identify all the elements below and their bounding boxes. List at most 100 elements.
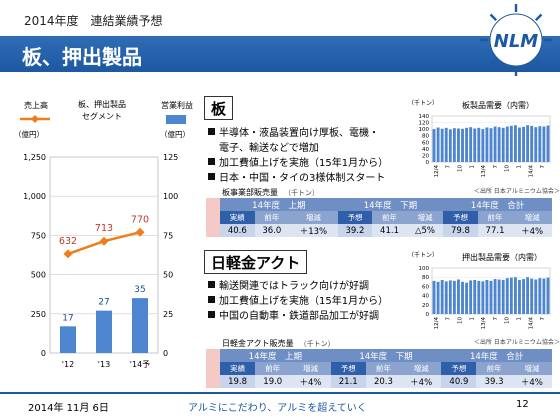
demand-bar (493, 126, 497, 162)
nlm-logo: NLM (480, 4, 552, 76)
title-bar: 板、押出製品 (0, 36, 560, 72)
demand-bar (457, 279, 460, 314)
demand-bar (534, 127, 538, 162)
table-subheader: 前年 (477, 211, 513, 224)
demand-bar (522, 126, 525, 162)
demand-bar (436, 127, 440, 162)
extrusion-sales-table: 14年度 上期 14年度 下期 14年度 合計 実績 前年 増減 予想 前年 増減 予想 前年 増減 1… (206, 349, 552, 388)
legend-sales-label: 売上高 (24, 100, 48, 110)
table-corner-cell (206, 349, 220, 375)
demand-bar (526, 125, 530, 162)
table-cell: 36.0 (254, 224, 290, 237)
table-cell: 19.0 (255, 375, 291, 388)
bullet-square-icon (208, 158, 215, 165)
segment-chart: 売上高 板、押出製品 セグメント 営業利益 （億円） （億円） 02505007… (14, 99, 193, 369)
demand-bar (465, 127, 469, 162)
demand-bar (465, 282, 469, 314)
demand-bar (493, 279, 497, 314)
footer-date: 2014年 11月 6日 (28, 403, 109, 414)
demand-y-tick: 40 (422, 147, 429, 153)
demand-bar (485, 127, 489, 162)
demand-bar (489, 128, 493, 162)
extrusion-bullets: 輸送関連ではトラック向けが好調 加工費値上げを実施（15年1月から） 中国の自動… (208, 279, 388, 324)
demand-y-tick: 0 (426, 160, 430, 166)
demand-bar (513, 277, 517, 314)
sales-marker (99, 236, 109, 246)
table-subheader: 増減 (512, 211, 552, 224)
table-cell: 40.6 (220, 224, 255, 237)
table-group-header: 14年度 下期 (337, 198, 444, 211)
left-tick-label: 250 (31, 310, 46, 319)
right-tick-label: 50 (163, 271, 173, 280)
demand-x-tick: 10 (505, 317, 511, 324)
table-cell: 79.8 (443, 224, 478, 237)
table-subheader: 予想 (330, 362, 366, 375)
table-subheader: 前年 (476, 362, 512, 375)
table-cell: 41.1 (372, 224, 407, 237)
legend-segment-line2: セグメント (82, 111, 122, 121)
demand-x-tick: 1 (517, 317, 523, 321)
table-cell: ＋4% (512, 224, 552, 237)
demand-bar (546, 277, 550, 314)
demand-y-tick: 100 (419, 127, 430, 133)
demand-bar (522, 279, 525, 314)
table-group-header: 14年度 下期 (330, 349, 442, 362)
right-tick-label: 25 (163, 310, 173, 319)
right-tick-label: 75 (163, 231, 173, 240)
demand-bar (440, 279, 444, 314)
sheet-table-caption: 板事業部販売量 （千トン） (222, 188, 319, 197)
table-subheader: 増減 (290, 362, 331, 375)
demand-x-tick: 7 (446, 165, 452, 169)
segment-chart-panel: 売上高 板、押出製品 セグメント 営業利益 （億円） （億円） 0 250 500 7… (8, 95, 198, 385)
demand-x-tick: 14/4 (528, 165, 534, 178)
demand-x-tick: 13/4 (481, 165, 487, 178)
demand-bar (546, 125, 550, 162)
table-cell: ＋4% (401, 375, 442, 388)
footer-slogan: アルミにこだわり、アルミを超えていく (188, 403, 367, 414)
sales-data-label: 713 (95, 223, 113, 234)
demand-bar (469, 127, 473, 162)
page-title: 板、押出製品 (22, 45, 142, 69)
demand-bar (530, 125, 534, 162)
logo-text: NLM (494, 31, 539, 52)
table-corner-cell (206, 198, 220, 224)
demand-bar (436, 281, 440, 314)
demand-bar (481, 129, 485, 162)
sales-data-label: 770 (131, 214, 149, 225)
bullet-square-icon (208, 128, 215, 135)
demand-bar (485, 279, 489, 314)
table-subheader: 前年 (255, 362, 291, 375)
table-corner-cell (206, 375, 220, 388)
left-tick-label: 1,000 (23, 192, 46, 201)
table-group-header: 14年度 上期 (220, 349, 331, 362)
demand-bar (489, 280, 493, 314)
demand-bar (501, 279, 505, 314)
legend-segment-line1: 板、押出製品 (78, 99, 126, 109)
demand-bar (432, 280, 436, 314)
demand-bar (452, 128, 456, 162)
left-tick-label: 500 (31, 271, 46, 280)
demand-x-tick: 7 (493, 317, 499, 321)
table-group-header: 14年度 上期 (220, 198, 338, 211)
demand-bar (534, 279, 538, 314)
demand-bar (505, 126, 509, 162)
demand-x-tick: 10 (505, 165, 511, 172)
demand-bar (538, 126, 542, 162)
right-tick-label: 100 (163, 192, 178, 201)
demand-x-tick: 13/4 (481, 317, 487, 330)
table-group-header: 14年度 合計 (443, 198, 552, 211)
demand-y-tick: 80 (422, 134, 429, 140)
demand-bar (518, 127, 521, 162)
sheet-source-note: ＜出所 日本アルミニウム協会＞ (474, 188, 560, 195)
demand-bar (448, 280, 452, 314)
page-number: 12 (516, 399, 529, 410)
profit-bar (96, 310, 112, 353)
extrusion-demand-chart: （千トン） 押出製品需要（内需） 0 20 40 60 80 100 12/4 7 10 1 13/4 7… (408, 251, 551, 330)
demand-y-tick: 80 (422, 275, 429, 281)
list-item: 半導体・液晶装置向け厚板、電機・ (208, 126, 388, 141)
demand-bar (473, 279, 477, 314)
demand-x-tick: 10 (458, 317, 464, 324)
profit-bar (60, 326, 76, 353)
table-cell: 39.2 (337, 224, 373, 237)
